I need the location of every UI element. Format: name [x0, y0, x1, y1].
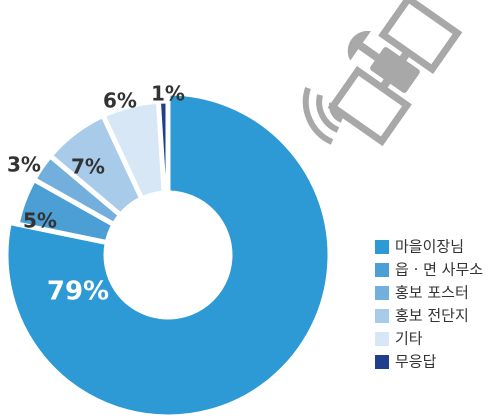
- data-label: 79%: [47, 277, 109, 307]
- donut-segment: [155, 98, 171, 196]
- legend-swatch: [375, 240, 389, 254]
- legend-swatch: [375, 286, 389, 300]
- data-label: 6%: [103, 89, 137, 113]
- legend-swatch: [375, 309, 389, 323]
- satellite-icon: [302, 0, 463, 147]
- legend-label: 홍보 포스터: [395, 284, 469, 302]
- data-label: 5%: [23, 209, 57, 233]
- legend-swatch: [375, 263, 389, 277]
- legend-swatch: [375, 332, 389, 346]
- data-label: 1%: [151, 82, 185, 106]
- legend-label: 무응답: [395, 353, 437, 371]
- legend-label: 홍보 전단지: [395, 307, 469, 325]
- legend-label: 기타: [395, 330, 423, 348]
- legend-label: 읍 · 면 사무소: [395, 261, 483, 279]
- data-label: 7%: [71, 155, 105, 179]
- data-label: 3%: [7, 153, 41, 177]
- legend-swatch: [375, 355, 389, 369]
- donut-segment: [3, 90, 333, 418]
- legend-label: 마을이장님: [395, 238, 464, 256]
